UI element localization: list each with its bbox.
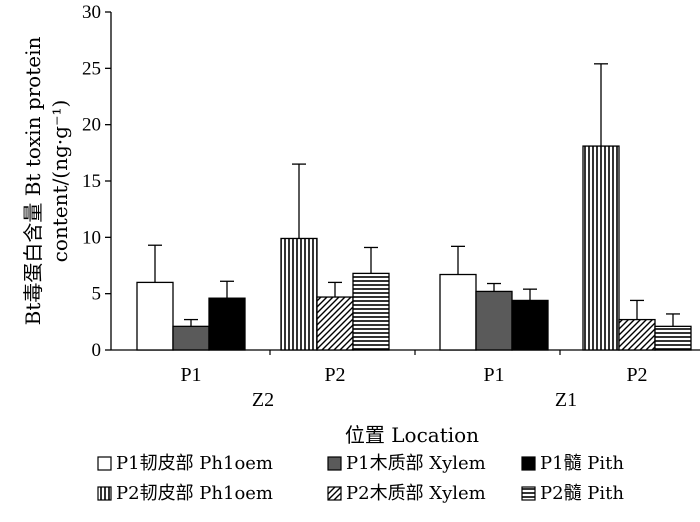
subgroup-label: P1 bbox=[180, 364, 201, 386]
bar bbox=[511, 299, 549, 351]
x-axis-title: 位置 Location bbox=[345, 423, 479, 447]
y-tick-label: 25 bbox=[82, 58, 101, 79]
bar bbox=[280, 237, 318, 351]
legend-swatch bbox=[521, 486, 536, 501]
y-tick-label: 15 bbox=[82, 171, 101, 192]
bar bbox=[439, 273, 477, 351]
legend-label: P1髓 Pith bbox=[540, 453, 624, 474]
legend-swatch bbox=[97, 486, 112, 501]
legend-label: P1韧皮部 Ph1oem bbox=[116, 453, 273, 474]
subgroup-label: P2 bbox=[626, 364, 647, 386]
y-axis-title-line1: Bt毒蛋白含量 Bt toxin protein bbox=[21, 37, 45, 326]
y-tick-label: 30 bbox=[82, 2, 101, 23]
bar bbox=[352, 272, 390, 351]
bar bbox=[582, 145, 620, 351]
bar bbox=[208, 297, 246, 351]
y-axis-title: Bt毒蛋白含量 Bt toxin protein content/(ng·g⁻¹) bbox=[21, 37, 72, 326]
legend-swatch bbox=[327, 486, 342, 501]
legend-swatch bbox=[327, 456, 342, 471]
y-tick-label: 0 bbox=[92, 340, 102, 361]
legend-label: P2木质部 Xylem bbox=[346, 483, 486, 504]
bar bbox=[136, 281, 174, 351]
legend: P1韧皮部 Ph1oem P1木质部 Xylem P1髓 Pith P2韧皮部 Ph1… bbox=[97, 453, 624, 504]
y-tick-label: 20 bbox=[82, 115, 101, 136]
y-tick-label: 5 bbox=[92, 284, 102, 305]
subgroup-label: P2 bbox=[324, 364, 345, 386]
group-label: Z2 bbox=[252, 389, 274, 411]
bars bbox=[136, 145, 692, 351]
axis-labels: P1 P2 Z2 P1 P2 Z1 Bt毒蛋白含量 Bt toxin protein cont… bbox=[21, 37, 648, 447]
legend-swatch bbox=[521, 456, 536, 471]
bar bbox=[654, 325, 692, 351]
bar bbox=[475, 290, 513, 351]
subgroup-label: P1 bbox=[483, 364, 504, 386]
bar bbox=[172, 325, 210, 351]
legend-swatch bbox=[97, 456, 112, 471]
group-label: Z1 bbox=[555, 389, 577, 411]
bar bbox=[316, 296, 354, 351]
error-bars bbox=[148, 63, 680, 327]
legend-label: P2韧皮部 Ph1oem bbox=[116, 483, 273, 504]
legend-label: P2髓 Pith bbox=[540, 483, 624, 504]
y-axis-title-line2: content/(ng·g⁻¹) bbox=[48, 100, 72, 263]
bar bbox=[618, 318, 656, 351]
legend-label: P1木质部 Xylem bbox=[346, 453, 486, 474]
y-tick-label: 10 bbox=[82, 227, 101, 248]
